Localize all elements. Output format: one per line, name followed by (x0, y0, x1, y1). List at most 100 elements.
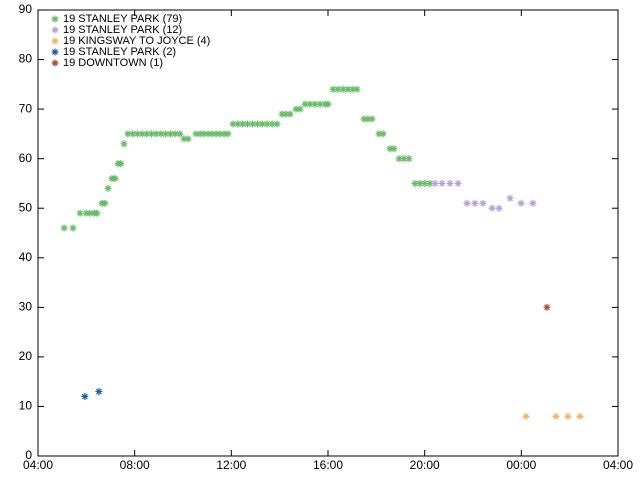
point (129, 130, 137, 138)
point (364, 115, 372, 123)
y-tick-label: 10 (19, 399, 33, 413)
point (60, 224, 68, 232)
x-tick-label: 12:00 (216, 458, 246, 472)
point (421, 179, 429, 187)
point (543, 303, 551, 311)
point (379, 130, 387, 138)
y-tick-label: 70 (19, 101, 33, 115)
point (552, 412, 560, 420)
point (329, 85, 337, 93)
point (253, 120, 261, 128)
point (101, 199, 109, 207)
legend-label: 19 DOWNTOWN (1) (63, 57, 163, 69)
legend-marker (51, 59, 59, 67)
point (244, 120, 252, 128)
legend-label: 19 STANLEY PARK (79) (63, 13, 182, 25)
point (344, 85, 352, 93)
point (229, 120, 237, 128)
point (69, 224, 77, 232)
point (282, 110, 290, 118)
x-tick-label: 00:00 (506, 458, 536, 472)
point (386, 145, 394, 153)
point (463, 199, 471, 207)
x-tick-label: 16:00 (313, 458, 343, 472)
x-tick-label: 04:00 (23, 458, 53, 472)
point (143, 130, 151, 138)
point (454, 179, 462, 187)
point (204, 130, 212, 138)
point (157, 130, 165, 138)
legend: 19 STANLEY PARK (79)19 STANLEY PARK (12)… (51, 13, 210, 69)
point (301, 100, 309, 108)
point (220, 130, 228, 138)
point (390, 145, 398, 153)
point (495, 204, 503, 212)
point (360, 115, 368, 123)
point (522, 412, 530, 420)
point (152, 130, 160, 138)
point (273, 120, 281, 128)
point (104, 184, 112, 192)
point (416, 179, 424, 187)
point (479, 199, 487, 207)
point (263, 120, 271, 128)
point (292, 105, 300, 113)
point (395, 155, 403, 163)
point (120, 140, 128, 148)
legend-label: 19 KINGSWAY TO JOYCE (4) (63, 35, 210, 47)
point (306, 100, 314, 108)
point (95, 388, 103, 396)
point (133, 130, 141, 138)
point (208, 130, 216, 138)
point (446, 179, 454, 187)
point (316, 100, 324, 108)
point (192, 130, 200, 138)
point (196, 130, 204, 138)
point (216, 130, 224, 138)
point (224, 130, 232, 138)
plot-frame (37, 9, 619, 457)
point (400, 155, 408, 163)
point (76, 209, 84, 217)
point (117, 160, 125, 168)
point (176, 130, 184, 138)
point (438, 179, 446, 187)
point (148, 130, 156, 138)
point (349, 85, 357, 93)
y-tick-label: 40 (19, 250, 33, 264)
point (111, 174, 119, 182)
x-tick-label: 08:00 (120, 458, 150, 472)
y-tick-label: 30 (19, 300, 33, 314)
point (258, 120, 266, 128)
point (368, 115, 376, 123)
point (431, 179, 439, 187)
legend-marker (51, 15, 59, 23)
legend-label: 19 STANLEY PARK (12) (63, 24, 182, 36)
point (296, 105, 304, 113)
y-tick-label: 50 (19, 200, 33, 214)
x-tick-label: 04:00 (603, 458, 633, 472)
point (339, 85, 347, 93)
point (81, 393, 89, 401)
point (234, 120, 242, 128)
point (86, 209, 94, 217)
point (239, 120, 247, 128)
point (124, 130, 132, 138)
y-tick-label: 90 (19, 2, 33, 16)
legend-marker (51, 48, 59, 56)
y-tick-label: 60 (19, 151, 33, 165)
point (405, 155, 413, 163)
point (278, 110, 286, 118)
legend-marker (51, 37, 59, 45)
point (353, 85, 361, 93)
point (576, 412, 584, 420)
point (93, 209, 101, 217)
point (529, 199, 537, 207)
point (171, 130, 179, 138)
point (517, 199, 525, 207)
point (564, 412, 572, 420)
x-tick-label: 20:00 (410, 458, 440, 472)
point (411, 179, 419, 187)
point (268, 120, 276, 128)
point (375, 130, 383, 138)
